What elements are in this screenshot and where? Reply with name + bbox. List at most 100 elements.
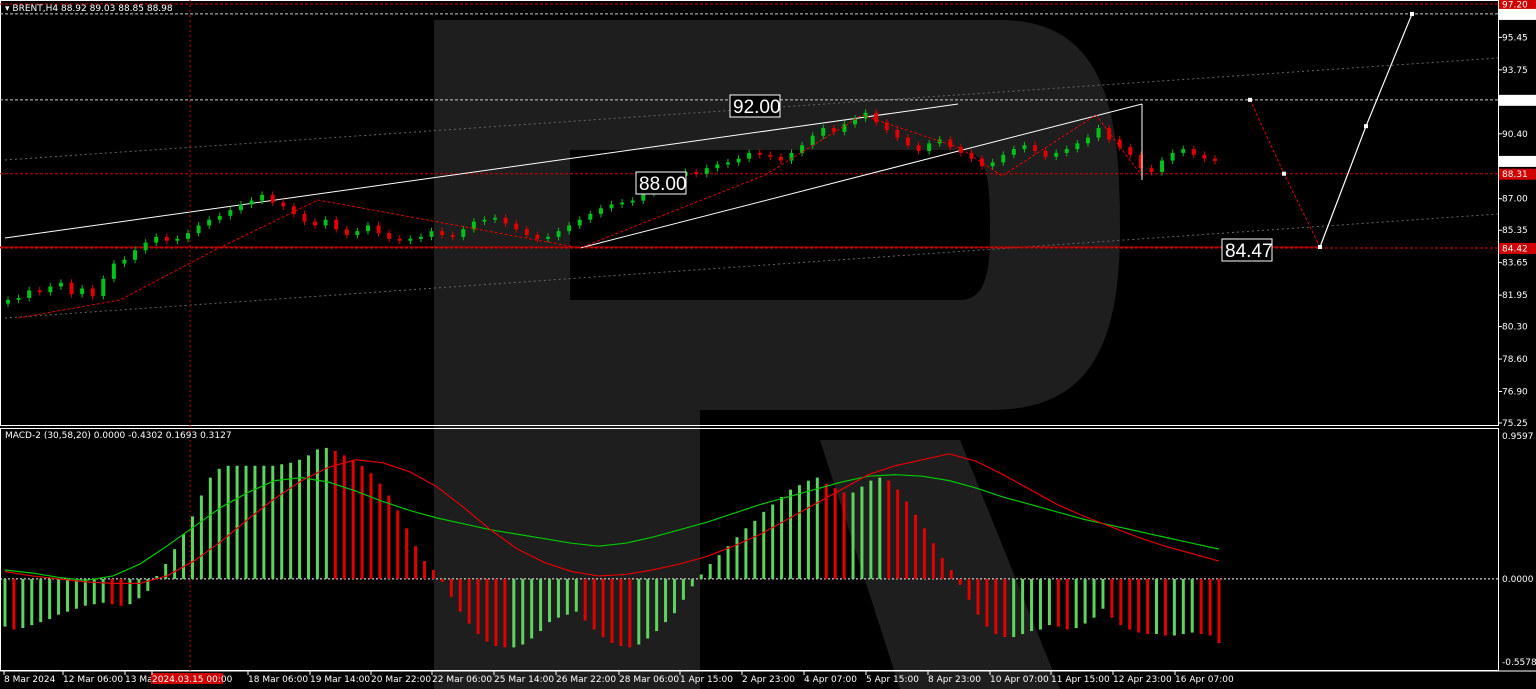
time-tick-label: 1 Apr 15:00 xyxy=(680,675,733,685)
price-marker-label: 88.31 xyxy=(1502,170,1528,180)
candle-body xyxy=(556,231,561,237)
price-tick-label: 83.65 xyxy=(1502,259,1528,269)
candle-body xyxy=(16,297,21,300)
candle-body xyxy=(736,158,741,163)
projection-point xyxy=(1248,97,1252,102)
candle-body xyxy=(704,168,709,174)
candle-body xyxy=(980,158,985,167)
candle-body xyxy=(884,122,889,130)
price-marker xyxy=(1499,0,1536,10)
candle-body xyxy=(37,290,42,293)
candle-body xyxy=(323,219,328,226)
candle-body xyxy=(90,288,95,297)
candle-body xyxy=(725,162,730,165)
annotation-box xyxy=(1221,238,1273,262)
wedge-lower-line xyxy=(579,103,1143,249)
time-tick-label: 25 Mar 14:00 xyxy=(494,675,554,685)
candle-body xyxy=(281,202,286,207)
candle-body xyxy=(387,233,392,239)
price-marker-label: 84.42 xyxy=(1502,244,1528,254)
indicator-info-text: MACD-2 (30,58,20) 0.0000 -0.4302 0.1693 … xyxy=(5,431,232,441)
price-marker xyxy=(1499,168,1536,180)
candle-body xyxy=(853,118,858,125)
time-tick-label: 8 Apr 23:00 xyxy=(928,675,981,685)
candle-body xyxy=(1011,149,1016,155)
candle-body xyxy=(408,238,413,241)
time-tick-label: 4 Apr 07:00 xyxy=(804,675,857,685)
annotation-label: 92.00 xyxy=(733,97,781,118)
candle-body xyxy=(355,231,360,235)
candle-body xyxy=(1149,168,1154,172)
candle-body xyxy=(313,221,318,226)
price-tick-label: 80.30 xyxy=(1502,323,1528,333)
time-tick-label: 12 Apr 23:00 xyxy=(1113,675,1172,685)
candle-body xyxy=(1085,137,1090,144)
price-marker xyxy=(1499,242,1536,254)
candle-body xyxy=(302,213,307,222)
price-tick-label: 85.35 xyxy=(1502,226,1528,236)
macd-tick-label: 0.9597 xyxy=(1502,432,1534,442)
candle-body xyxy=(365,225,370,232)
time-tick-label: 28 Mar 06:00 xyxy=(619,675,679,685)
wedge-upper-line xyxy=(4,103,959,239)
candle-body xyxy=(80,288,85,295)
projection-point xyxy=(1282,171,1286,176)
candle-body xyxy=(1181,149,1186,153)
candle-body xyxy=(927,143,932,151)
candle-body xyxy=(810,135,815,146)
candle-body xyxy=(1107,128,1112,140)
projection-point xyxy=(1410,11,1414,16)
candle-body xyxy=(778,156,783,161)
price-marker xyxy=(1499,155,1536,167)
time-tick-label: 20 Mar 22:00 xyxy=(371,675,431,685)
candle-body xyxy=(609,204,614,209)
candle-body xyxy=(270,194,275,203)
candle-body xyxy=(143,242,148,251)
candle-body xyxy=(1022,145,1027,150)
candle-body xyxy=(344,229,349,235)
candle-body xyxy=(1096,128,1101,138)
candle-body xyxy=(842,124,847,132)
candle-body xyxy=(715,164,720,169)
candle-body xyxy=(175,238,180,241)
indicator-info: MACD-2 (30,58,20) 0.0000 -0.4302 0.1693 … xyxy=(5,431,232,441)
time-tick-label: 11 Apr 15:00 xyxy=(1051,675,1110,685)
candle-body xyxy=(334,219,339,230)
candle-body xyxy=(1043,150,1048,157)
time-tick-label: 13 Ma xyxy=(125,675,153,685)
macd-main-line xyxy=(4,474,1220,582)
price-tick-label: 95.45 xyxy=(1502,33,1528,43)
projection-white-path xyxy=(1319,13,1413,248)
candle-body xyxy=(228,210,233,216)
price-tick-label: 78.60 xyxy=(1502,355,1528,365)
candle-body xyxy=(1202,154,1207,159)
time-tick-label: 2 Apr 23:00 xyxy=(742,675,795,685)
candle-body xyxy=(863,112,868,119)
price-tick-label: 93.75 xyxy=(1502,66,1528,76)
time-tick-label: 8 Mar 2024 xyxy=(4,675,56,685)
candle-body xyxy=(101,278,106,297)
candle-body xyxy=(185,233,190,239)
candle-body xyxy=(1064,149,1069,153)
candle-body xyxy=(958,147,963,153)
candle-body xyxy=(524,229,529,235)
price-tick-label: 90.40 xyxy=(1502,130,1528,140)
candle-body xyxy=(789,152,794,161)
candle-body xyxy=(874,112,879,123)
price-tick-label: 87.00 xyxy=(1502,195,1528,205)
candle-body xyxy=(217,215,222,220)
candle-body xyxy=(6,299,10,304)
candle-body xyxy=(429,231,434,237)
candle-body xyxy=(990,162,995,167)
candle-body xyxy=(916,145,921,151)
candle-body xyxy=(1191,149,1196,155)
candle-body xyxy=(895,129,900,138)
candle-body xyxy=(641,192,646,201)
annotation-box xyxy=(635,171,687,195)
candle-body xyxy=(260,194,265,201)
candle-body xyxy=(461,229,466,237)
candle-body xyxy=(535,234,540,239)
candle-body xyxy=(450,234,455,237)
